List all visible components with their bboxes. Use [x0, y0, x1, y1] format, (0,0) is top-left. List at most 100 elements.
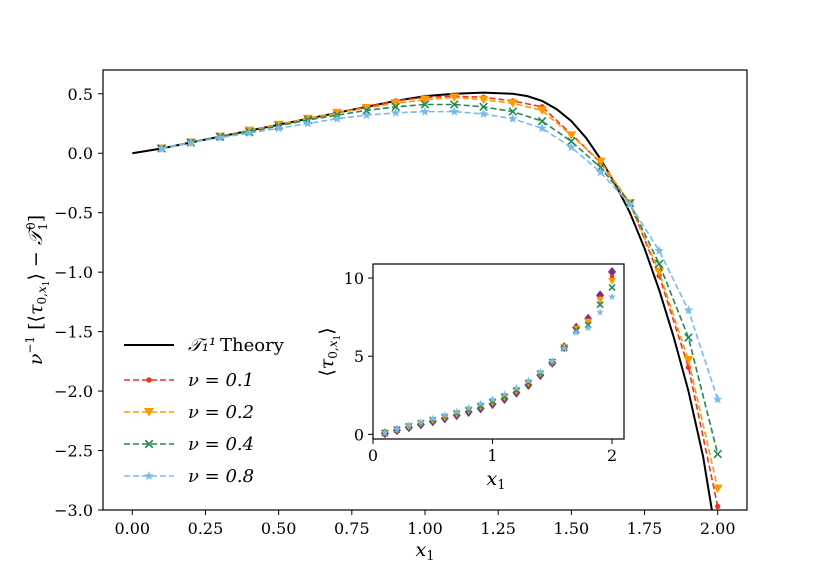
main-data-point [683, 305, 694, 315]
main-data-point [537, 123, 547, 133]
main-data-point [537, 106, 548, 115]
inset-data-point [608, 266, 617, 277]
main-data-point [156, 143, 167, 153]
main-data-point [332, 108, 343, 118]
inset-series-layer [380, 266, 617, 439]
svg-text:ν−1 [⟨τ0,x1⟩ − 𝒯10]: ν−1 [⟨τ0,x1⟩ − 𝒯10] [23, 215, 52, 365]
main-data-point [684, 333, 693, 342]
x-tick-label: 2.00 [700, 519, 736, 538]
inset-y-axis-label: ⟨τ0,x1⟩ [316, 327, 343, 376]
inset-data-point [428, 414, 437, 422]
inset-data-point [609, 274, 615, 279]
main-data-point [361, 110, 372, 120]
inset-data-point [381, 428, 389, 436]
y-tick-label: −2.5 [54, 442, 93, 461]
main-series-4 [156, 106, 723, 404]
main-data-point [567, 137, 576, 146]
main-data-point [507, 99, 518, 108]
inset-data-point [500, 394, 509, 402]
x-tick-label: 1.50 [554, 519, 590, 538]
inset-data-point [464, 403, 473, 412]
inset-data-point [560, 344, 569, 352]
inset-data-point [488, 395, 497, 403]
main-plot: 0.00 0.25 0.50 0.75 1.00 1.25 1.50 1.75 2.000.50… [23, 69, 748, 564]
main-data-point [449, 106, 460, 116]
main-data-point [654, 259, 664, 269]
main-series-layer [156, 93, 723, 510]
main-data-point [683, 356, 694, 365]
main-data-point [508, 113, 518, 123]
main-data-point [420, 95, 430, 105]
y-tick-label: −0.5 [54, 204, 93, 223]
inset-data-point [512, 384, 521, 392]
x-tick-label: 1.75 [627, 519, 663, 538]
legend-label: ν = 0.1 [188, 370, 254, 391]
x-tick-label: 0.00 [114, 519, 150, 538]
main-data-point [478, 95, 489, 105]
main-ticks: 0.00 0.25 0.50 0.75 1.00 1.25 1.50 1.75 2.000.50… [54, 85, 735, 538]
main-data-point [595, 157, 606, 167]
legend-theory-label: Theory [220, 335, 285, 356]
main-data-point [478, 109, 489, 119]
x-tick-label: 0.50 [261, 519, 297, 538]
legend-label: ν = 0.2 [188, 402, 254, 423]
main-data-point [244, 128, 255, 138]
inset-data-point [512, 386, 520, 394]
x-tick-label: 1.00 [407, 519, 443, 538]
main-data-point [449, 93, 460, 102]
inset-data-point [512, 388, 521, 395]
legend-entry-3: ν = 0.4 [124, 434, 254, 455]
y-tick-label: −1.0 [54, 263, 93, 282]
inset-data-point [524, 380, 533, 388]
legend-theory-symbol: 𝒯₁¹ [188, 335, 216, 356]
inset-data-point [476, 399, 485, 408]
inset-data-point [572, 328, 580, 336]
legend-label: ν = 0.8 [188, 466, 254, 487]
inset-data-point [488, 399, 497, 407]
legend-marker [144, 408, 154, 417]
legend: 𝒯₁¹ Theory ν = 0.1 ν = 0.2 ν = 0.4 ν = 0.8 [124, 335, 285, 487]
legend-entry-2: ν = 0.2 [124, 402, 254, 423]
main-data-point [420, 106, 430, 116]
inset-x-tick-label: 1 [487, 446, 497, 465]
inset-data-point [405, 421, 413, 429]
main-data-point [420, 100, 430, 109]
inset-data-point [417, 418, 425, 426]
inset-data-point [524, 376, 533, 384]
inset-y-tick-label: 0 [354, 425, 364, 444]
inset-data-point [393, 425, 401, 433]
x-tick-label: 0.25 [188, 519, 224, 538]
inset-data-point [452, 411, 461, 418]
main-data-point [390, 107, 401, 117]
inset-background [373, 264, 624, 439]
inset-series-5 [381, 292, 616, 436]
legend-label: ν = 0.4 [188, 434, 254, 455]
main-data-point [391, 102, 401, 112]
x-tick-label: 0.75 [334, 519, 370, 538]
main-data-point [566, 131, 577, 140]
main-data-point [537, 116, 547, 126]
main-series-line [161, 110, 719, 400]
inset-y-tick-label: 5 [354, 347, 364, 366]
y-tick-label: −3.0 [54, 501, 93, 520]
legend-marker [144, 439, 154, 449]
inset-data-point [596, 308, 604, 316]
inset-data-point [548, 357, 557, 365]
main-series-3 [157, 100, 723, 459]
main-data-point [508, 107, 518, 116]
inset-data-point [476, 403, 485, 411]
inset-ticks: 0 1 2 0 5 10 [344, 269, 618, 465]
main-data-point [654, 245, 664, 255]
inset-data-point [584, 324, 592, 332]
main-data-point [712, 394, 723, 404]
inset-data-point [464, 407, 473, 415]
main-series-line [161, 103, 719, 455]
main-data-point [186, 137, 196, 147]
main-data-point [390, 99, 401, 108]
inset-data-point [536, 367, 545, 376]
main-data-point [479, 102, 488, 112]
inset-x-tick-label: 2 [607, 446, 617, 465]
y-tick-label: −2.0 [54, 382, 93, 401]
